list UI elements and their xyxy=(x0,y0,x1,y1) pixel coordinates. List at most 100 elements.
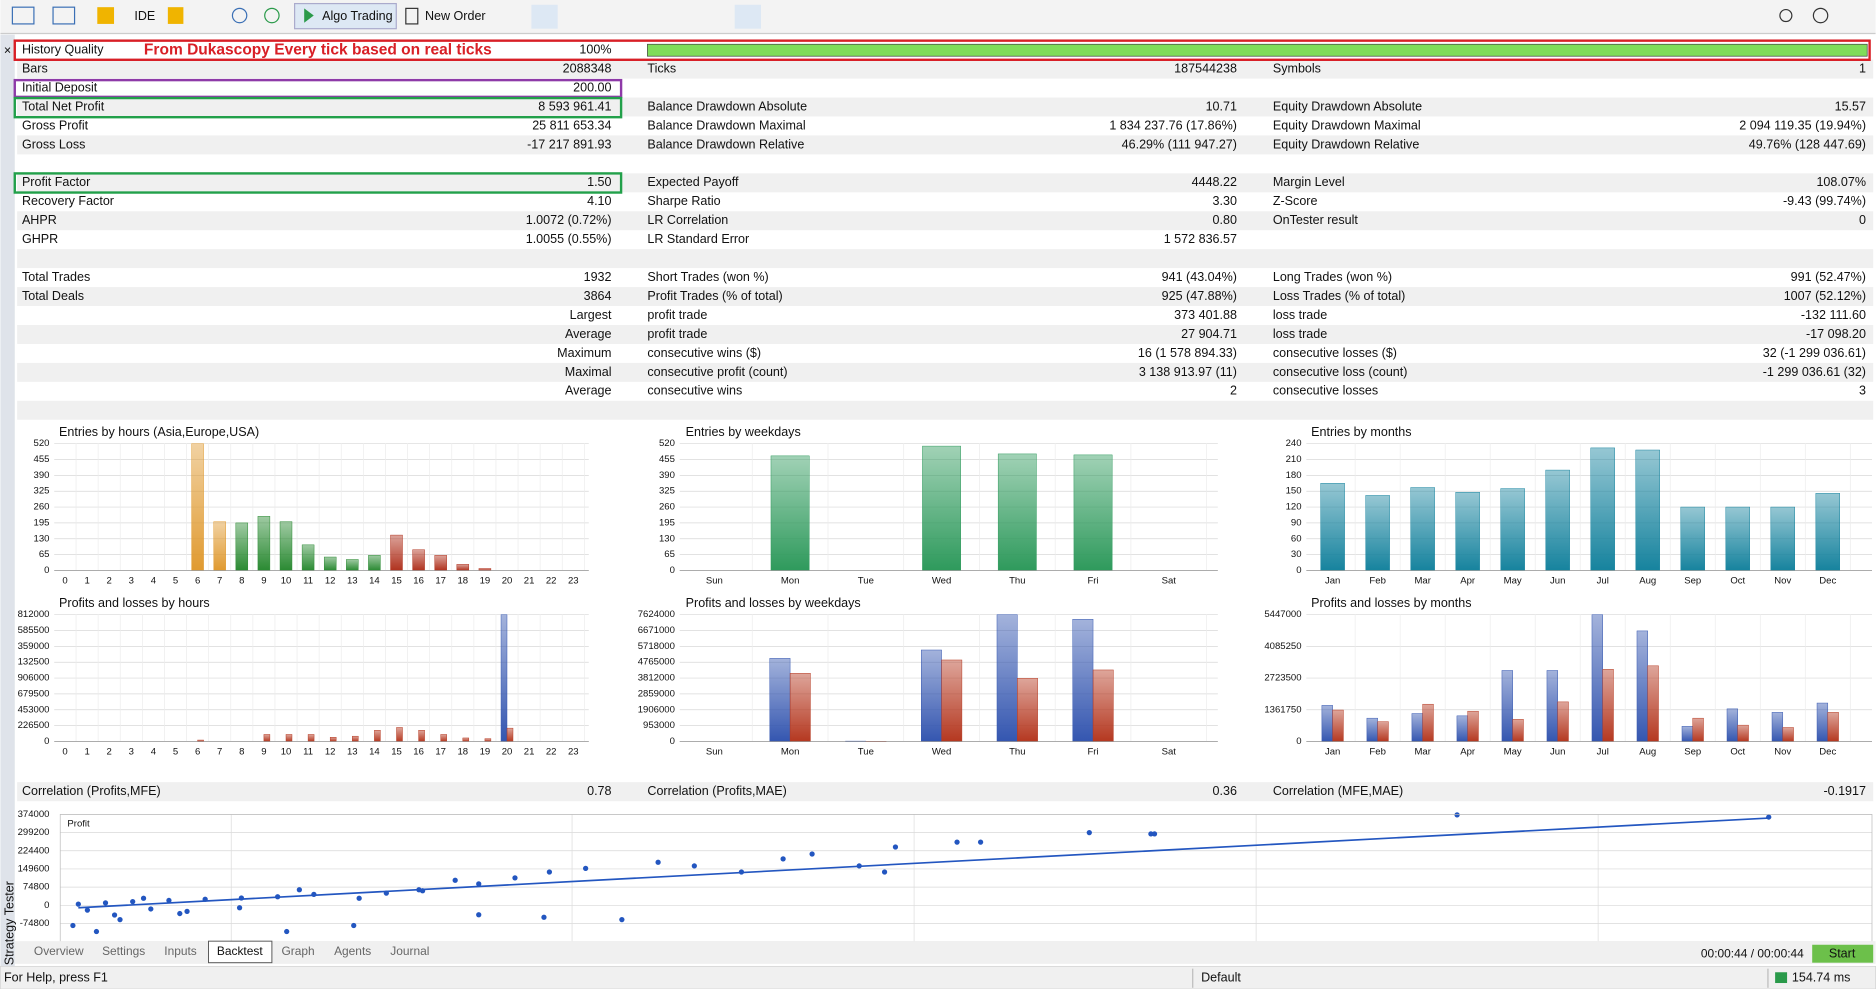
highlight-green xyxy=(13,172,623,194)
field-value: 32 (-1 299 036.61) xyxy=(1763,346,1866,360)
status-profile: Default xyxy=(1201,971,1241,985)
field-value: 3.30 xyxy=(1213,194,1237,208)
x-tick-label: 0 xyxy=(62,576,67,587)
x-tick-label: 15 xyxy=(391,747,402,758)
bar xyxy=(396,727,403,742)
bar xyxy=(301,544,315,571)
point xyxy=(93,928,100,935)
point xyxy=(111,912,118,918)
field-value: 3 138 913.97 (11) xyxy=(1139,365,1237,379)
field-value: 16 (1 578 894.33) xyxy=(1138,346,1237,360)
x-tick-label: Jul xyxy=(1597,747,1609,758)
field-value: -0.1917 xyxy=(1823,784,1866,798)
field-value: 373 401.88 xyxy=(1174,308,1237,322)
start-button[interactable] xyxy=(1812,944,1874,963)
close-button[interactable]: × xyxy=(4,44,11,58)
x-tick-label: 13 xyxy=(347,576,358,587)
bar xyxy=(922,445,961,571)
field-label: consecutive losses ($) xyxy=(1273,346,1397,360)
x-tick-label: Fri xyxy=(1087,576,1098,587)
tab[interactable]: Agents xyxy=(334,944,371,958)
y-tick-label: 4765000 xyxy=(638,657,675,668)
point xyxy=(619,917,625,923)
field-value: 8 593 961.41 xyxy=(538,99,611,113)
x-tick-label: 2 xyxy=(107,576,112,587)
field-value: 2 xyxy=(1230,384,1237,398)
point xyxy=(102,900,109,906)
tab[interactable]: Journal xyxy=(390,944,429,958)
field-value: 27 904.71 xyxy=(1181,327,1237,341)
field-value: 4.10 xyxy=(587,194,611,208)
y-tick-label: 679500 xyxy=(18,688,50,699)
shift-button[interactable] xyxy=(734,4,762,29)
highlight-green xyxy=(13,96,623,119)
field-label: Gross Loss xyxy=(22,137,85,151)
tab[interactable]: Graph xyxy=(281,944,314,958)
ide-button[interactable]: IDE xyxy=(134,9,155,23)
y-tick-label: 0 xyxy=(670,736,675,747)
y-tick-label: 60 xyxy=(1291,533,1302,544)
market-icon[interactable] xyxy=(97,7,115,24)
bar xyxy=(307,734,315,742)
y-tick-label: 390 xyxy=(34,470,50,481)
cloud-icon[interactable] xyxy=(231,7,248,24)
x-tick-label: 5 xyxy=(173,576,178,587)
x-tick-label: Jun xyxy=(1550,747,1565,758)
bar xyxy=(368,555,381,571)
tab[interactable]: Backtest xyxy=(217,944,263,958)
bar xyxy=(1377,721,1389,742)
vps-icon[interactable] xyxy=(264,7,280,24)
field-label: GHPR xyxy=(22,232,58,246)
y-tick-label: 5718000 xyxy=(638,641,675,652)
field-label: Loss Trades (% of total) xyxy=(1273,289,1406,303)
x-tick-label: 18 xyxy=(457,747,468,758)
field-label: Bars xyxy=(22,61,48,75)
chart-title: Entries by weekdays xyxy=(686,425,801,439)
bar xyxy=(1422,703,1434,742)
y-tick-label: 299200 xyxy=(18,827,50,838)
x-tick-label: 15 xyxy=(391,576,402,587)
account-icon[interactable] xyxy=(1812,7,1829,24)
shop-icon[interactable] xyxy=(167,7,184,24)
point xyxy=(140,895,147,901)
bar xyxy=(789,673,811,742)
x-tick-label: 18 xyxy=(457,576,468,587)
x-tick-label: Jan xyxy=(1325,747,1340,758)
x-tick-label: Wed xyxy=(932,747,951,758)
bar xyxy=(1545,469,1570,571)
tab[interactable]: Overview xyxy=(34,944,84,958)
x-tick-label: Aug xyxy=(1639,747,1656,758)
point xyxy=(166,897,172,904)
field-value: 15.57 xyxy=(1835,99,1866,113)
x-tick-label: Feb xyxy=(1369,576,1385,587)
field-value: -17 217 891.93 xyxy=(527,137,611,151)
field-label: consecutive profit (count) xyxy=(647,365,787,379)
bar xyxy=(500,614,508,742)
template-icon[interactable] xyxy=(52,6,76,25)
row-band xyxy=(17,362,1874,382)
point xyxy=(892,844,899,850)
y-tick-label: 6671000 xyxy=(638,625,675,636)
new-order-button[interactable]: New Order xyxy=(425,9,486,23)
chart-icon[interactable] xyxy=(11,6,35,25)
bar xyxy=(1636,630,1648,742)
bar xyxy=(1692,717,1704,742)
x-tick-label: 13 xyxy=(347,747,358,758)
row-band xyxy=(17,400,1874,420)
tab[interactable]: Inputs xyxy=(164,944,197,958)
y-tick-label: 90 xyxy=(1291,517,1302,528)
point xyxy=(1454,812,1460,818)
new-order-icon[interactable] xyxy=(405,7,419,25)
search-icon[interactable] xyxy=(1779,8,1793,23)
y-tick-label: 390 xyxy=(659,470,675,481)
field-label: Equity Drawdown Maximal xyxy=(1273,118,1421,132)
x-tick-label: 3 xyxy=(129,576,134,587)
status-help: For Help, press F1 xyxy=(4,971,108,985)
x-tick-label: 11 xyxy=(303,576,313,587)
row-band xyxy=(17,135,1874,155)
point xyxy=(296,887,303,893)
highlight-purple xyxy=(13,78,623,99)
bars-button[interactable] xyxy=(531,4,558,29)
tab[interactable]: Settings xyxy=(102,944,145,958)
point xyxy=(1086,829,1092,836)
